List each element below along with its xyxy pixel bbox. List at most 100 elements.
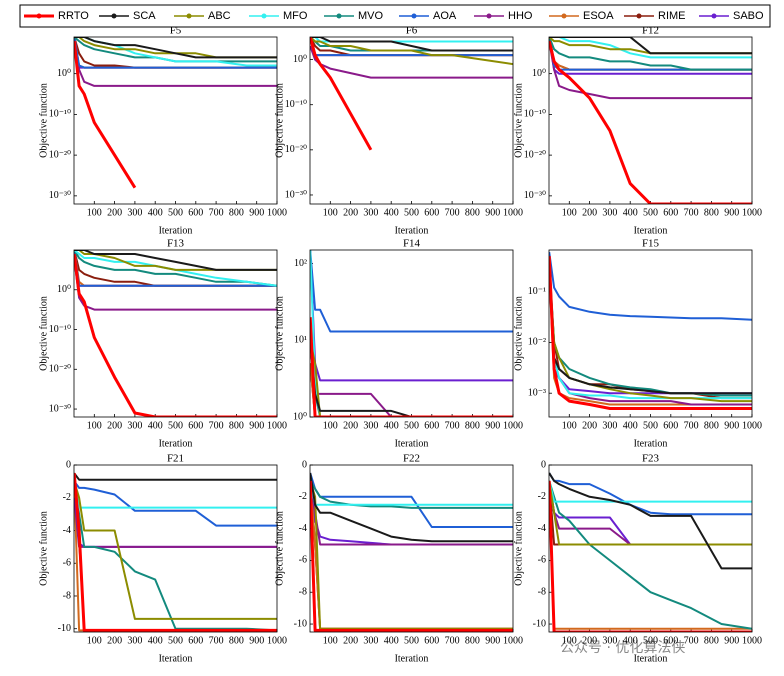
y-axis-label: Objective function (274, 83, 285, 158)
subplot: F13 Iteration Objective function 100 200 300 4… (38, 238, 287, 450)
x-axis-label: Iteration (634, 225, 668, 236)
axes-frame (309, 249, 514, 418)
y-axis-label: Objective function (513, 83, 524, 158)
y-tick-label: 10⁰ (57, 68, 71, 79)
y-tick-label: 0 (66, 459, 71, 470)
x-tick-label: 200 (343, 207, 358, 218)
x-tick-label: 100 (87, 635, 102, 646)
y-tick-label: 10⁻²⁰ (524, 149, 546, 160)
x-tick-label: 200 (582, 635, 597, 646)
axes-frame (73, 249, 278, 418)
x-tick-label: 800 (465, 207, 480, 218)
y-tick-label: 10⁰ (57, 284, 71, 295)
subplot: F6 Iteration Objective function 100 200 300 40… (274, 25, 523, 237)
chart-title: F6 (406, 25, 418, 37)
x-tick-label: 500 (404, 207, 419, 218)
x-tick-label: 100 (87, 207, 102, 218)
x-tick-label: 700 (209, 420, 224, 431)
y-tick-label: -10 (58, 623, 71, 634)
x-tick-label: 1000 (503, 207, 523, 218)
series-line: AOA (74, 250, 277, 287)
x-tick-label: 600 (424, 420, 439, 431)
series-group: SABORIMEESOAHHOAOAMVOMFOABCSCARRTO (74, 472, 277, 632)
series-line: MVO (549, 37, 752, 71)
legend-label: RIME (658, 10, 686, 22)
series-line: SCA (310, 37, 513, 52)
legend-label: AOA (433, 10, 457, 22)
series-line: HHO (74, 40, 277, 87)
x-tick-label: 200 (582, 420, 597, 431)
x-tick-label: 600 (663, 635, 678, 646)
legend-marker (111, 13, 117, 19)
x-tick-label: 500 (404, 635, 419, 646)
series-line: ABC (310, 37, 513, 66)
x-tick-label: 800 (704, 635, 719, 646)
chart-title: F13 (167, 238, 185, 250)
x-axis-label: Iteration (159, 225, 193, 236)
x-tick-label: 900 (485, 207, 500, 218)
series-line: RRTO (74, 253, 277, 417)
chart-title: F12 (642, 25, 659, 37)
legend-label: MFO (283, 10, 308, 22)
y-axis-label: Objective function (513, 296, 524, 371)
x-tick-label: 600 (663, 207, 678, 218)
legend-marker (636, 13, 642, 19)
series-line: HHO (310, 480, 513, 546)
series-line: MFO (74, 250, 277, 287)
y-tick-label: 10⁻²⁰ (49, 364, 71, 375)
series-line: SCA (549, 472, 752, 570)
x-tick-label: 200 (343, 420, 358, 431)
series-line: AOA (74, 480, 277, 527)
x-tick-label: 600 (188, 207, 203, 218)
series-group: SABORIMEESOAHHOAOAMVOMFOABCSCARRTO (74, 37, 277, 189)
x-tick-label: 800 (704, 420, 719, 431)
y-tick-label: 10⁻¹ (528, 286, 546, 297)
y-tick-label: 10⁻³⁰ (524, 190, 546, 201)
y-tick-label: 10⁻¹⁰ (524, 109, 546, 120)
legend-marker (261, 13, 267, 19)
x-tick-label: 1000 (742, 420, 762, 431)
x-tick-label: 900 (724, 635, 739, 646)
plot-area (74, 250, 277, 417)
series-line: SCA (74, 250, 277, 271)
x-tick-label: 700 (445, 207, 460, 218)
x-tick-label: 300 (363, 420, 378, 431)
legend: RRTO SCA ABC MFO MVO AOA HHO ESOA RIME SABO (24, 10, 764, 22)
series-line: SCA (310, 340, 513, 417)
y-tick-label: 10⁻³ (528, 388, 546, 399)
axes-frame (309, 36, 514, 205)
chart-title: F5 (170, 25, 182, 37)
x-tick-label: 600 (188, 635, 203, 646)
x-tick-label: 800 (229, 420, 244, 431)
series-line: RRTO (549, 40, 752, 204)
x-tick-label: 200 (107, 635, 122, 646)
y-tick-label: 10⁰ (532, 68, 546, 79)
x-tick-label: 400 (384, 635, 399, 646)
legend-marker (561, 13, 567, 19)
series-line: MVO (74, 481, 277, 632)
subplot: F21 Iteration Objective function 100 200 300 4… (38, 453, 287, 665)
legend-marker (486, 13, 492, 19)
series-line: RRTO (74, 473, 277, 632)
axes-frame (73, 464, 278, 633)
y-tick-label: 10⁻²⁰ (49, 149, 71, 160)
chart-title: F23 (642, 453, 660, 465)
y-tick-label: 10² (294, 258, 307, 269)
y-tick-label: -4 (63, 525, 71, 536)
legend-label: HHO (508, 10, 533, 22)
series-line: SCA (549, 37, 752, 55)
x-tick-label: 400 (623, 420, 638, 431)
axes-frame (548, 36, 753, 205)
y-tick-label: 10⁻¹⁰ (49, 324, 71, 335)
x-tick-label: 700 (445, 635, 460, 646)
legend-label: ABC (208, 10, 231, 22)
series-line: ESOA (549, 480, 752, 630)
x-tick-label: 800 (465, 635, 480, 646)
x-tick-label: 200 (343, 635, 358, 646)
series-group: SABORIMEESOAHHOAOAMVOMFOABCSCARRTO (310, 472, 513, 632)
axes-frame (548, 464, 753, 633)
chart-title: F14 (403, 238, 421, 250)
x-tick-label: 900 (249, 207, 264, 218)
series-line: AOA (74, 37, 277, 69)
